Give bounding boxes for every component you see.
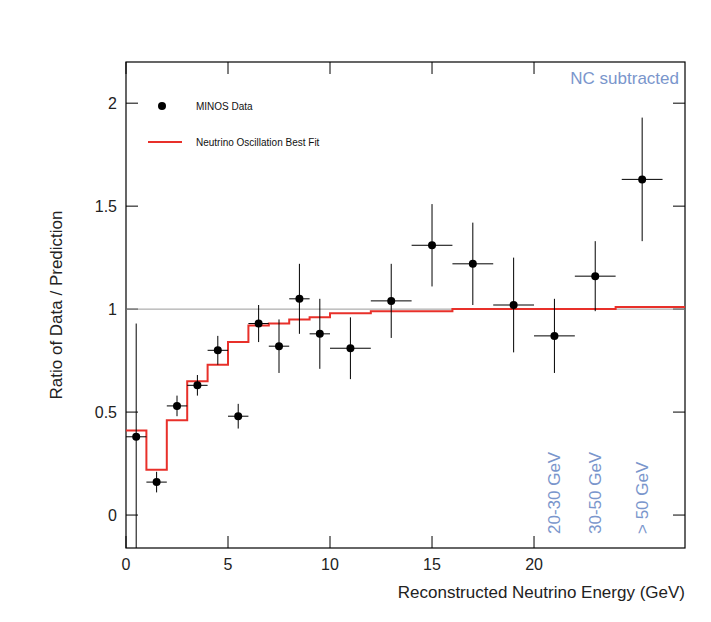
x-tick <box>432 62 433 74</box>
y-tick <box>126 206 138 207</box>
data-point <box>591 272 599 280</box>
y-tick <box>673 515 685 516</box>
x-tick <box>126 536 127 548</box>
data-point <box>214 346 222 354</box>
x-tick <box>126 62 127 74</box>
data-point <box>275 342 283 350</box>
data-point <box>255 320 263 328</box>
x-tick <box>330 536 331 548</box>
y-tick-label: 0.5 <box>95 404 117 421</box>
data-point <box>153 478 161 486</box>
legend-marker <box>148 141 182 143</box>
chart: 0 5 10 15 20 0 0.5 1 1.5 2 Reconstructed Neutrino … <box>0 0 711 622</box>
plot-area <box>126 118 685 548</box>
x-axis-title: Reconstructed Neutrino Energy (GeV) <box>398 583 685 602</box>
data-point <box>346 344 354 352</box>
annotation: NC subtracted <box>570 69 679 88</box>
x-tick <box>228 62 229 74</box>
x-tick-label: 5 <box>224 556 233 573</box>
y-tick-label: 1 <box>108 301 117 318</box>
data-point <box>550 332 558 340</box>
x-tick <box>534 536 535 548</box>
y-tick <box>673 412 685 413</box>
data-point <box>469 260 477 268</box>
legend-marker <box>158 102 166 110</box>
plot-frame <box>126 62 685 548</box>
x-tick <box>534 62 535 74</box>
data-point <box>193 381 201 389</box>
y-tick-label: 1.5 <box>95 198 117 215</box>
data-point <box>387 297 395 305</box>
x-tick-label: 15 <box>423 556 441 573</box>
data-point <box>295 295 303 303</box>
x-tick <box>330 62 331 74</box>
fit-line <box>126 307 685 470</box>
x-tick-label: 10 <box>321 556 339 573</box>
data-point <box>316 330 324 338</box>
y-tick <box>673 103 685 104</box>
legend: MINOS Data Neutrino Oscillation Best Fit <box>148 101 320 148</box>
data-point <box>173 402 181 410</box>
data-point <box>638 175 646 183</box>
x-tick <box>228 536 229 548</box>
y-axis-title: Ratio of Data / Prediction <box>47 211 66 400</box>
annotation: 20-30 GeV <box>545 451 564 534</box>
x-tick-label: 20 <box>525 556 543 573</box>
annotation: > 50 GeV <box>633 461 652 534</box>
y-tick <box>126 103 138 104</box>
y-tick-label: 2 <box>108 95 117 112</box>
y-tick-label: 0 <box>108 507 117 524</box>
x-tick-label: 0 <box>122 556 131 573</box>
annotation: 30-50 GeV <box>586 451 605 534</box>
x-tick <box>432 536 433 548</box>
legend-label: Neutrino Oscillation Best Fit <box>196 137 320 148</box>
data-point <box>510 301 518 309</box>
y-tick <box>673 206 685 207</box>
data-point <box>234 412 242 420</box>
legend-label: MINOS Data <box>196 101 253 112</box>
data-point <box>132 433 140 441</box>
data-point <box>428 241 436 249</box>
